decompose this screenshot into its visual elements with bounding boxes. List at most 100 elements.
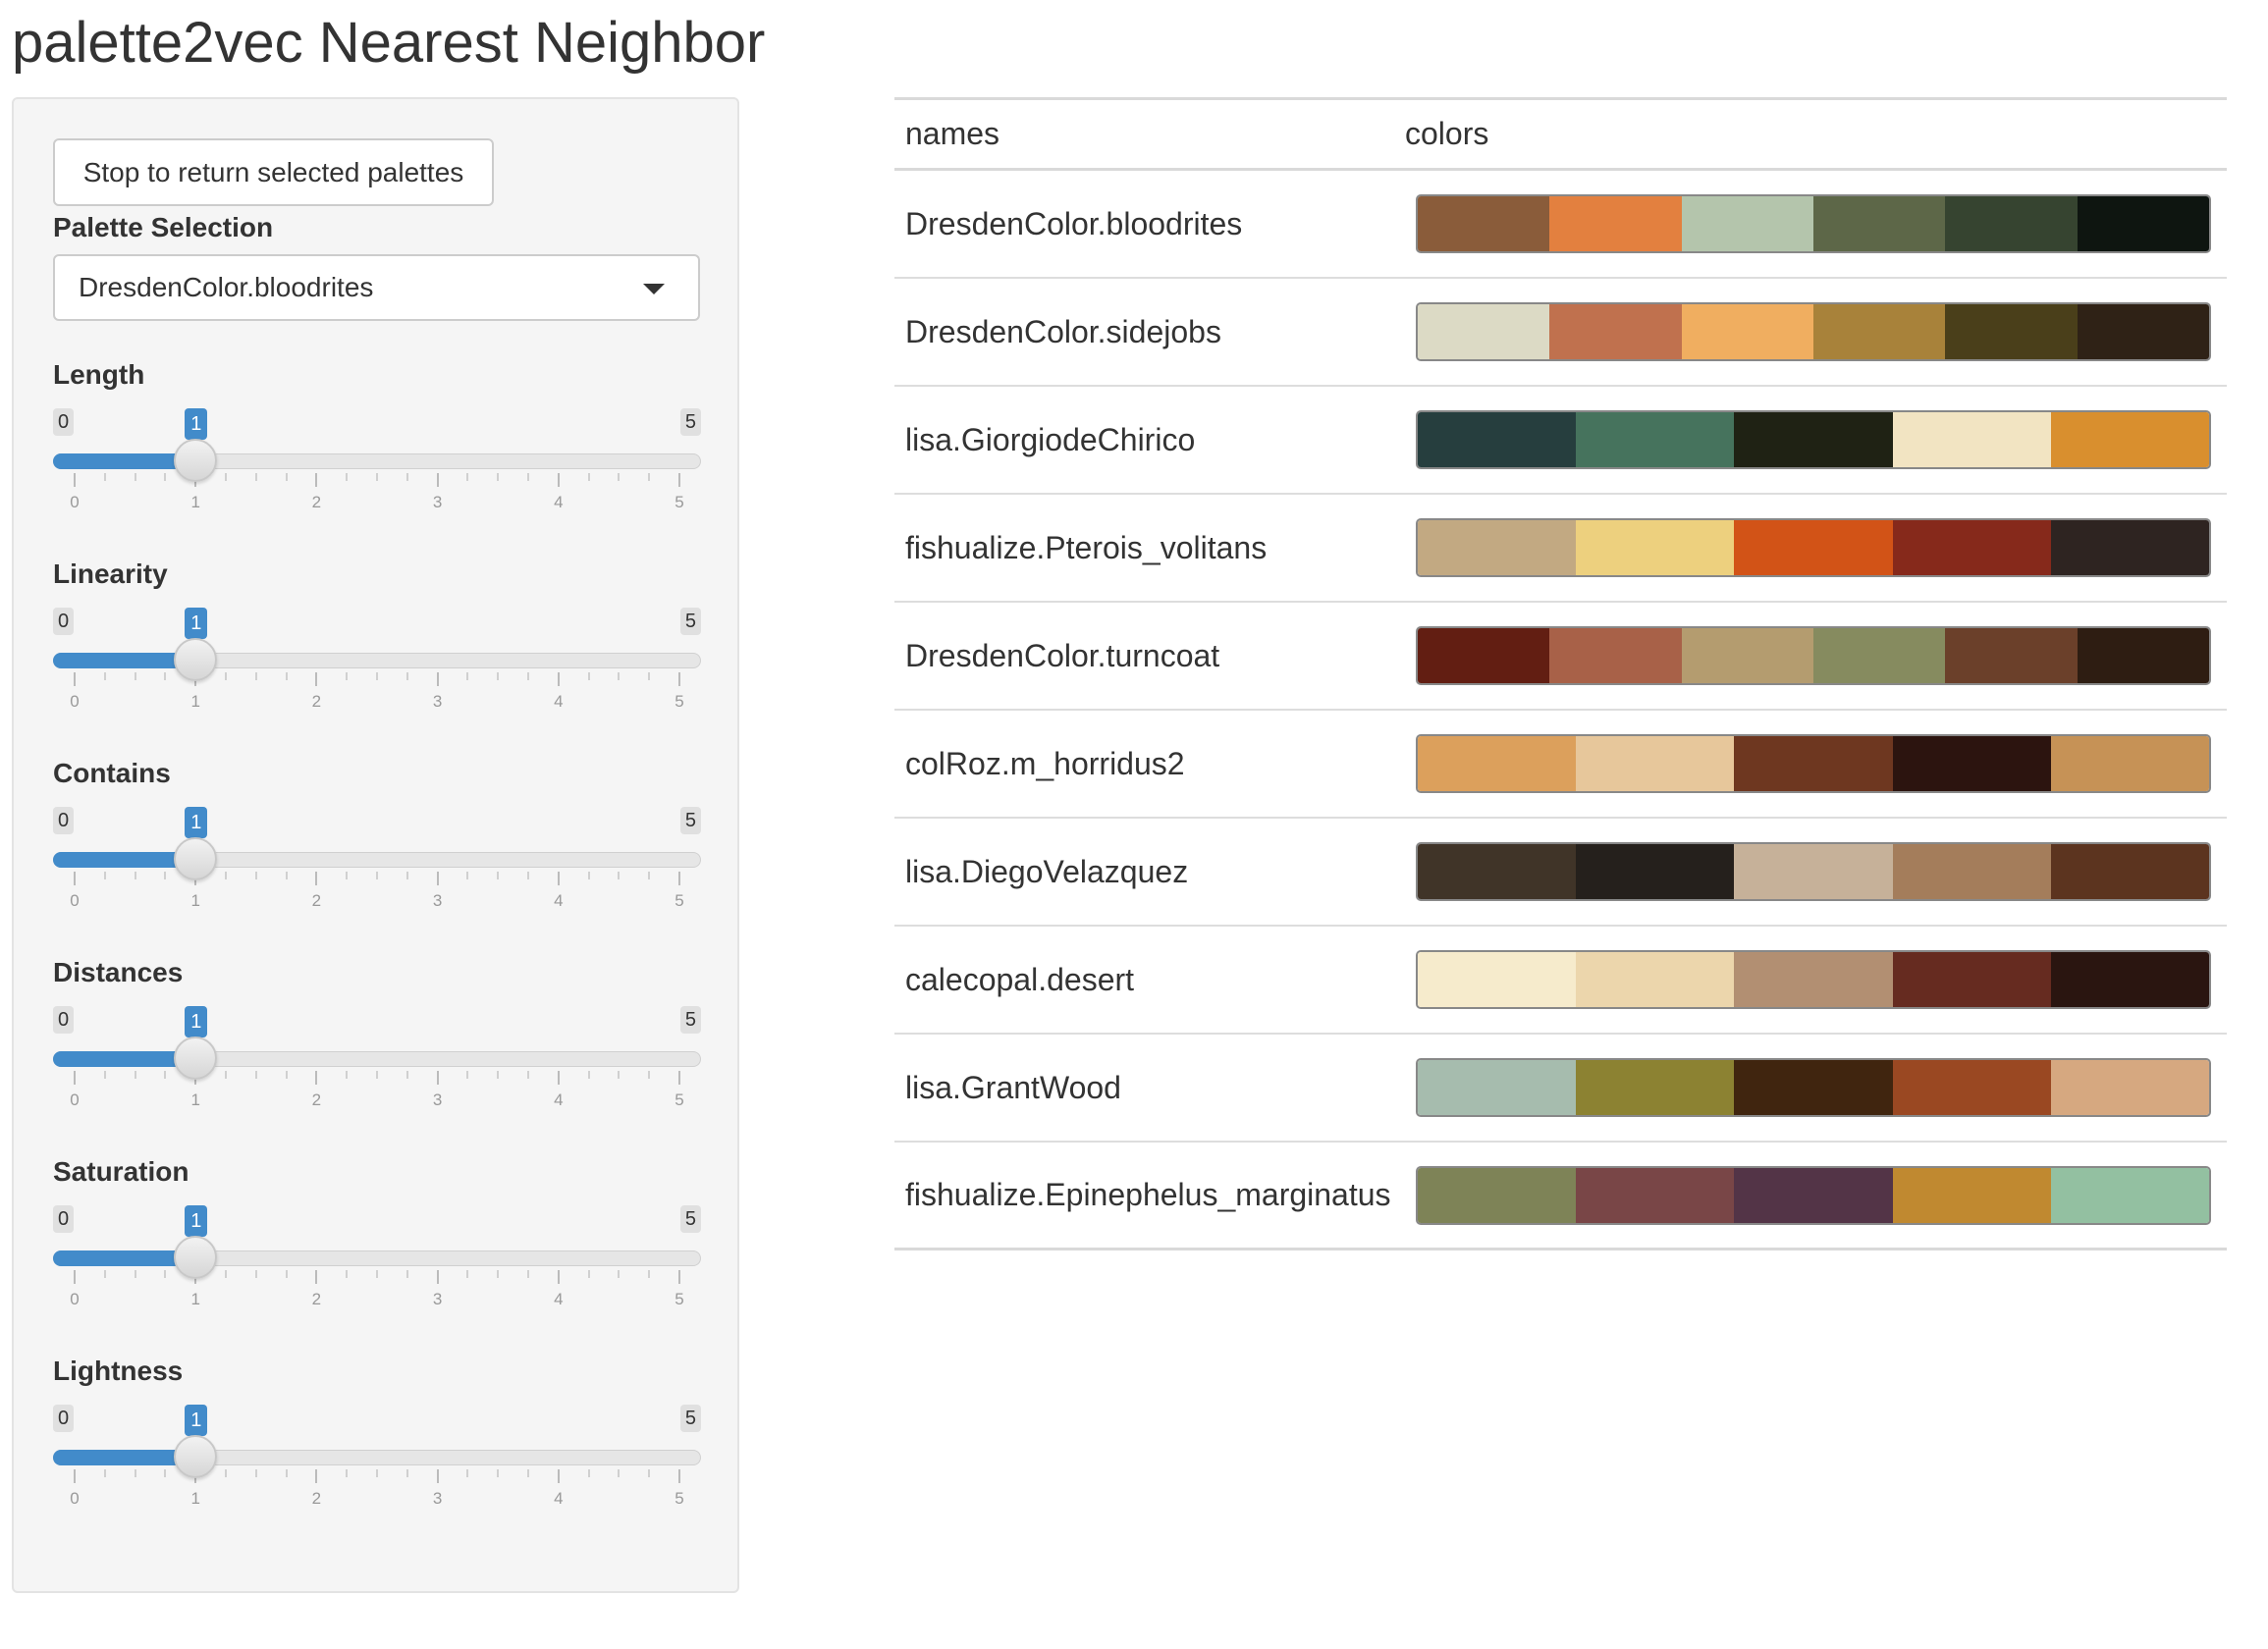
table-row[interactable]: colRoz.m_horridus2 (894, 711, 2227, 819)
table-row[interactable]: DresdenColor.turncoat (894, 603, 2227, 711)
color-swatch-cell (1418, 952, 1577, 1007)
table-row[interactable]: DresdenColor.sidejobs (894, 279, 2227, 387)
table-header: names colors (894, 100, 2227, 171)
slider-tick (164, 672, 167, 680)
slider-tick (678, 473, 680, 487)
color-swatch-cell (1418, 736, 1577, 791)
color-swatch-cell (2050, 1060, 2209, 1115)
slider-handle[interactable] (174, 1037, 218, 1080)
caret-down-icon (643, 284, 665, 294)
slider-tick (557, 672, 560, 686)
slider-tick (436, 1071, 439, 1085)
slider-tick (376, 1071, 378, 1079)
slider-tick (346, 672, 349, 680)
slider-max-label: 5 (679, 807, 701, 834)
palette-select[interactable]: DresdenColor.bloodrites (53, 254, 700, 321)
slider-tick-label: 4 (554, 1290, 564, 1308)
slider-tick-label: 1 (190, 1489, 200, 1508)
slider-tick (557, 1469, 560, 1483)
stop-button[interactable]: Stop to return selected palettes (53, 138, 494, 206)
color-swatch-cell (1418, 628, 1550, 683)
slider-tick (587, 473, 590, 481)
palette-name-cell: fishualize.Epinephelus_marginatus (905, 1177, 1391, 1212)
color-swatch-cell (2077, 196, 2209, 251)
table-row[interactable]: calecopal.desert (894, 927, 2227, 1035)
slider-tick-label: 2 (311, 1290, 322, 1308)
slider-tick (103, 1469, 106, 1477)
slider-label-lightness: Lightness (53, 1356, 184, 1386)
color-swatch-cell (1945, 196, 2078, 251)
table-row[interactable]: lisa.GrantWood (894, 1035, 2227, 1143)
slider-min-label: 0 (53, 1205, 75, 1233)
slider-tick-label: 3 (432, 1090, 443, 1109)
slider-fill (53, 453, 196, 469)
slider-tick-label: 4 (554, 692, 564, 711)
color-swatch-cell (1734, 736, 1893, 791)
table-row[interactable]: fishualize.Epinephelus_marginatus (894, 1143, 2227, 1250)
slider-value-label: 1 (185, 807, 208, 838)
slider-handle[interactable] (174, 1435, 218, 1478)
slider-label-contains: Contains (53, 758, 171, 788)
color-swatch-cell (2050, 844, 2209, 899)
slider-min-label: 0 (53, 1405, 75, 1432)
slider-tick (678, 1469, 680, 1483)
slider-tick-label: 2 (311, 1489, 322, 1508)
color-swatch-cell (1892, 952, 2051, 1007)
color-swatch-cell (1734, 412, 1893, 467)
slider-max-label: 5 (679, 608, 701, 635)
slider-min-label: 0 (53, 408, 75, 436)
slider-tick-label: 4 (554, 1489, 564, 1508)
slider-handle[interactable] (174, 439, 218, 482)
slider-tick (225, 672, 227, 680)
slider-tick (557, 872, 560, 885)
slider-tick (315, 872, 318, 885)
color-swatch-cell (2050, 520, 2209, 575)
slider-fill (53, 1450, 196, 1465)
slider-tick (225, 473, 227, 481)
slider-min-label: 0 (53, 807, 75, 834)
slider-tick (346, 473, 349, 481)
slider-handle[interactable] (174, 638, 218, 681)
slider-tick-label: 3 (432, 1290, 443, 1308)
slider-tick (254, 672, 257, 680)
slider-handle[interactable] (174, 1236, 218, 1279)
slider-tick (315, 473, 318, 487)
color-swatch-cell (1812, 304, 1946, 359)
color-swatch-cell (1549, 196, 1682, 251)
table-row[interactable]: fishualize.Pterois_volitans (894, 495, 2227, 603)
slider-tick (254, 872, 257, 879)
slider-tick-label: 1 (190, 1290, 200, 1308)
slider-tick-label: 5 (675, 891, 684, 910)
table-row[interactable]: lisa.DiegoVelazquez (894, 819, 2227, 927)
slider-tick (648, 1071, 651, 1079)
slider-tick (315, 1071, 318, 1085)
slider-tick (315, 672, 318, 686)
slider-handle[interactable] (174, 837, 218, 880)
slider-tick-label: 0 (70, 493, 80, 511)
table-row[interactable]: DresdenColor.bloodrites (894, 171, 2227, 279)
palette-name-cell: DresdenColor.bloodrites (905, 205, 1243, 241)
slider-tick (678, 1071, 680, 1085)
palette-name-cell: lisa.GiorgiodeChirico (905, 421, 1196, 457)
column-header-colors: colors (1405, 116, 1489, 151)
slider-tick (405, 1071, 408, 1079)
color-swatch-cell (1549, 304, 1682, 359)
slider-tick (164, 1469, 167, 1477)
slider-tick (618, 1071, 621, 1079)
slider-tick (587, 872, 590, 879)
slider-tick (527, 1071, 529, 1079)
slider-tick (285, 672, 288, 680)
slider-tick (436, 473, 439, 487)
slider-tick (678, 672, 680, 686)
table-row[interactable]: lisa.GiorgiodeChirico (894, 387, 2227, 495)
palette-swatch (1416, 626, 2211, 685)
slider-tick (74, 1071, 76, 1085)
color-swatch-cell (2050, 952, 2209, 1007)
slider-tick (225, 872, 227, 879)
